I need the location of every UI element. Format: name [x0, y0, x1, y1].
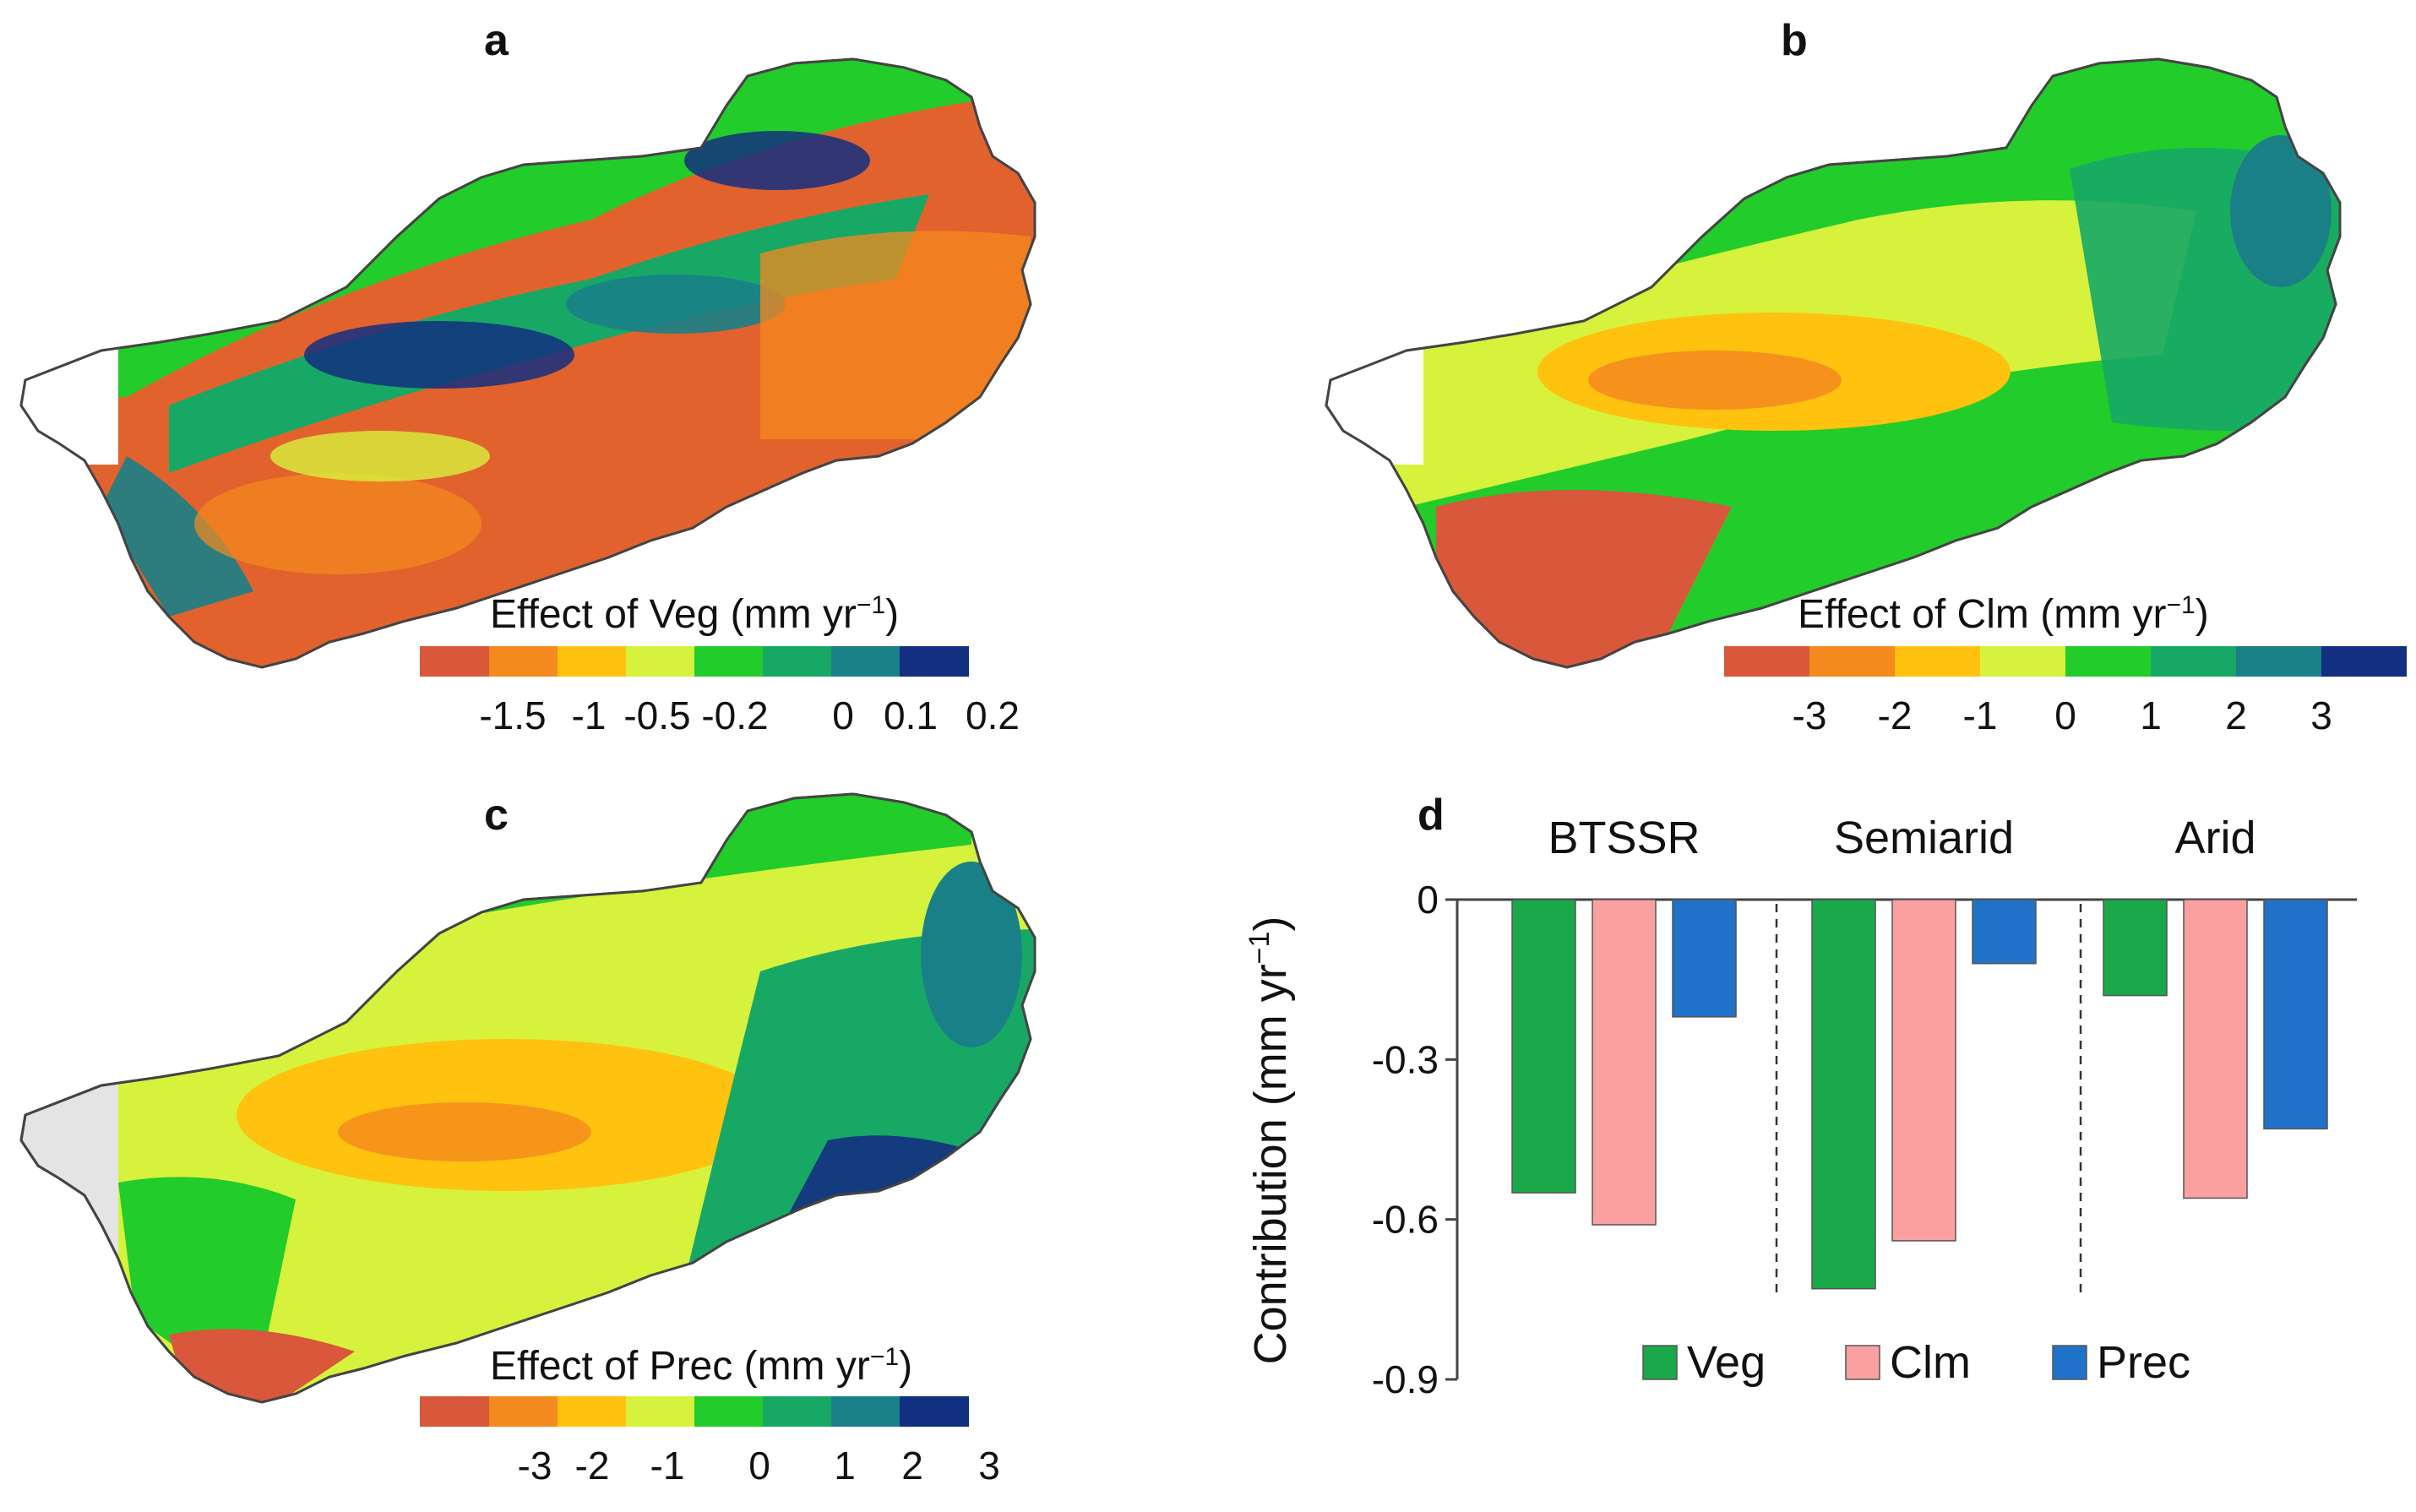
colorbar-b-swatch-4 [1980, 646, 2065, 677]
colorbar-c-swatch-3 [558, 1396, 626, 1427]
colorbar-c-swatch-7 [831, 1396, 900, 1427]
panel-letter-d: d [1417, 791, 1445, 840]
colorbar-c-swatch-4 [626, 1396, 694, 1427]
colorbar-b-tick: -3 [1792, 693, 1827, 737]
colorbar-a-swatch-2 [489, 646, 558, 677]
bar-prec-btssr [1672, 899, 1737, 1018]
colorbar-c-tick: 0 [748, 1444, 770, 1488]
colorbar-b-swatch-7 [2236, 646, 2321, 677]
category-label: BTSSR [1548, 813, 1700, 863]
colorbar-a-tick: -0.5 [623, 693, 691, 737]
bar-prec-arid [2263, 899, 2328, 1130]
colorbar-a-swatch-1 [420, 646, 489, 677]
colorbar-a-tick: 0.2 [966, 693, 1020, 737]
y-axis-label: Contribution (mm yr−1) [1243, 916, 1296, 1365]
chart-labels: 0 -0.3 -0.6 -0.9 BTSSR Semiarid Arid Contributi… [1243, 813, 2256, 1401]
bar-clm-semiarid [1891, 899, 1956, 1242]
bar-veg-arid [2103, 899, 2168, 997]
bar-prec-semiarid [1972, 899, 2037, 965]
colorbar-b-swatch-3 [1895, 646, 1980, 677]
colorbar-b-tick: 3 [2310, 693, 2332, 737]
colorbar-a-swatch-3 [558, 646, 626, 677]
colorbar-a-title: Effect of Veg (mm yr−1) [490, 591, 900, 637]
colorbar-a [420, 646, 969, 677]
bar-clm-btssr [1592, 899, 1657, 1226]
colorbar-a-swatch-5 [694, 646, 763, 677]
bar-clm-arid [2183, 899, 2248, 1199]
colorbar-c-tick: 2 [901, 1444, 923, 1488]
colorbar-b-tick: -2 [1877, 693, 1913, 737]
legend-swatch-clm [1845, 1345, 1880, 1380]
panel-letter-c: c [484, 791, 509, 840]
legend-label-prec: Prec [2097, 1337, 2190, 1388]
colorbar-b-swatch-2 [1809, 646, 1895, 677]
colorbar-a-swatch-8 [900, 646, 969, 677]
category-label: Arid [2174, 813, 2255, 863]
colorbar-b-swatch-8 [2321, 646, 2407, 677]
colorbar-a-swatch-6 [763, 646, 831, 677]
colorbar-c-tick: 1 [834, 1444, 856, 1488]
colorbar-c-tick: -2 [574, 1444, 610, 1488]
legend-label-clm: Clm [1890, 1337, 1971, 1388]
bar-veg-btssr [1511, 899, 1576, 1194]
colorbar-c-swatch-5 [694, 1396, 763, 1427]
legend-swatch-veg [1642, 1345, 1678, 1380]
colorbar-b [1724, 646, 2407, 677]
legend-swatch-prec [2052, 1345, 2087, 1380]
y-tick-label: -0.9 [1372, 1357, 1439, 1401]
colorbar-b-tick: 2 [2225, 693, 2247, 737]
colorbar-a-swatch-4 [626, 646, 694, 677]
colorbar-a-tick: -1.5 [479, 693, 547, 737]
colorbar-a-tick: 0 [832, 693, 854, 737]
colorbar-c-swatch-6 [763, 1396, 831, 1427]
colorbar-c-title: Effect of Prec (mm yr−1) [490, 1343, 913, 1389]
chart-bars [1511, 899, 2328, 1290]
colorbar-a-tick: -1 [571, 693, 607, 737]
colorbar-c-swatch-2 [489, 1396, 558, 1427]
colorbar-b-tick: 0 [2054, 693, 2076, 737]
legend-label-veg: Veg [1687, 1337, 1766, 1388]
bar-veg-semiarid [1811, 899, 1876, 1290]
panel-letter-b: b [1781, 16, 1808, 65]
colorbar-c-tick: 3 [978, 1444, 1000, 1488]
colorbar-a-tick: 0.1 [884, 693, 938, 737]
colorbar-b-swatch-6 [2151, 646, 2236, 677]
panel-letter-a: a [484, 16, 509, 65]
colorbar-b-swatch-5 [2065, 646, 2151, 677]
colorbar-b-tick: -1 [1962, 693, 1998, 737]
y-tick-label: -0.3 [1372, 1037, 1439, 1081]
colorbar-c-tick: -3 [517, 1444, 552, 1488]
colorbar-c [420, 1396, 969, 1427]
colorbar-a-tick: -0.2 [701, 693, 769, 737]
colorbar-a-swatch-7 [831, 646, 900, 677]
colorbar-c-tick: -1 [650, 1444, 685, 1488]
category-label: Semiarid [1834, 813, 2014, 863]
chart-legend: Veg Clm Prec [1642, 1337, 2190, 1388]
colorbar-b-tick: 1 [2140, 693, 2162, 737]
colorbar-c-swatch-8 [900, 1396, 969, 1427]
y-tick-label: 0 [1417, 878, 1439, 922]
y-tick-label: -0.6 [1372, 1198, 1439, 1242]
colorbar-b-swatch-1 [1724, 646, 1809, 677]
colorbar-c-swatch-1 [420, 1396, 489, 1427]
colorbar-b-title: Effect of Clm (mm yr−1) [1798, 591, 2209, 637]
